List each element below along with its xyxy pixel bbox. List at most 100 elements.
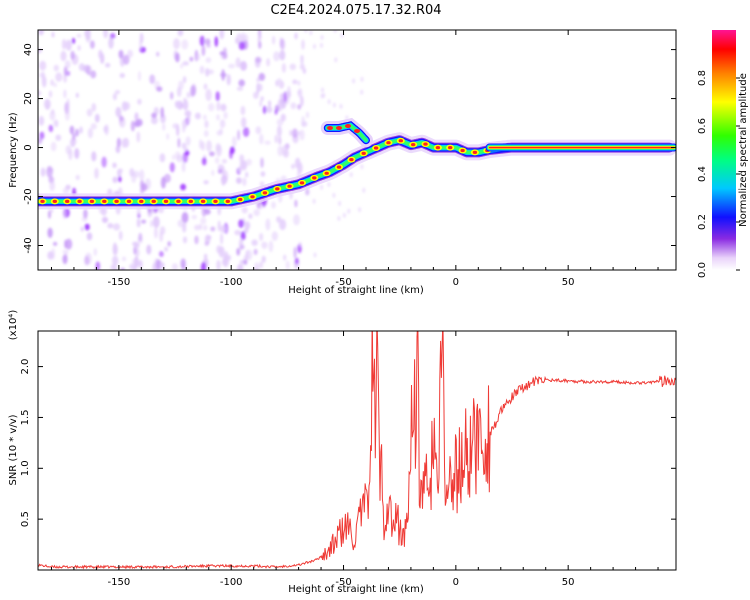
noise-speck xyxy=(72,133,76,141)
spectrogram-x-tick-label: -100 xyxy=(220,277,243,288)
noise-speck xyxy=(274,109,278,115)
noise-speck xyxy=(194,224,201,231)
noise-speck xyxy=(276,118,284,126)
noise-speck xyxy=(62,254,68,265)
branch-hotspot xyxy=(354,129,360,133)
noise-speck xyxy=(48,90,53,98)
noise-speck xyxy=(90,123,97,130)
noise-speck xyxy=(75,92,79,98)
colorbar-tick-label: 0.4 xyxy=(697,166,708,182)
noise-speck xyxy=(203,180,209,185)
noise-speck xyxy=(236,248,241,256)
noise-speck xyxy=(65,238,73,250)
trace-hotspot xyxy=(50,198,59,205)
noise-speck xyxy=(69,125,75,135)
noise-speck xyxy=(313,252,317,258)
noise-speck xyxy=(119,115,124,122)
noise-speck xyxy=(162,123,166,131)
noise-speck xyxy=(177,137,181,148)
hotspot-core xyxy=(361,151,366,155)
noise-speck xyxy=(79,126,83,134)
noise-speck xyxy=(160,106,164,118)
noise-speck xyxy=(134,112,139,122)
noise-speck xyxy=(55,72,63,82)
noise-speck xyxy=(292,79,298,85)
hotspot-core xyxy=(176,199,181,203)
noise-speck xyxy=(159,153,166,163)
noise-speck xyxy=(130,120,135,132)
noise-speck xyxy=(360,76,364,82)
noise-speck xyxy=(182,236,188,244)
noise-speck xyxy=(327,99,331,105)
hotspot-core xyxy=(213,199,218,203)
noise-speck xyxy=(199,35,205,47)
noise-speck xyxy=(178,80,184,90)
noise-speck xyxy=(40,167,46,177)
noise-speck xyxy=(209,151,215,157)
noise-speck xyxy=(260,96,264,101)
noise-speck xyxy=(51,31,55,38)
noise-speck xyxy=(80,226,85,232)
noise-speck xyxy=(181,39,189,50)
noise-speck xyxy=(203,83,208,90)
noise-speck xyxy=(258,33,262,41)
spectrogram-y-tick-label: -40 xyxy=(23,237,34,253)
noise-speck xyxy=(141,219,147,224)
noise-speck xyxy=(61,39,67,50)
noise-speck xyxy=(83,209,88,219)
branch-hotspot xyxy=(336,126,342,130)
noise-speck xyxy=(238,166,242,173)
noise-speck xyxy=(238,79,245,87)
hotspot-core xyxy=(77,199,82,203)
colorbar-tick-label: 0.6 xyxy=(697,118,708,134)
noise-speck xyxy=(139,32,144,44)
noise-speck xyxy=(136,220,141,228)
noise-speck xyxy=(259,233,264,241)
noise-speck xyxy=(38,90,42,96)
noise-speck xyxy=(149,74,156,84)
noise-speck xyxy=(242,127,250,137)
noise-speck xyxy=(181,142,187,149)
noise-speck xyxy=(210,226,216,232)
noise-speck xyxy=(205,57,212,63)
noise-speck xyxy=(86,108,93,117)
noise-speck xyxy=(273,51,280,62)
noise-speck xyxy=(337,216,341,221)
noise-speck xyxy=(182,76,187,84)
trace-hotspot xyxy=(186,198,195,205)
trace-hotspot xyxy=(458,147,467,154)
noise-speck xyxy=(309,30,313,36)
noise-speck xyxy=(292,128,298,138)
noise-speck xyxy=(175,102,181,109)
noise-speck xyxy=(221,69,225,81)
noise-speck xyxy=(255,126,262,135)
noise-speck xyxy=(46,104,50,111)
snr-y-tick-label: 0.5 xyxy=(20,511,31,527)
noise-speck xyxy=(280,38,286,50)
hotspot-core xyxy=(423,142,428,146)
noise-speck xyxy=(278,136,282,145)
spectrogram-frame xyxy=(37,29,677,271)
noise-speck xyxy=(87,65,92,73)
noise-speck xyxy=(93,248,98,256)
noise-speck xyxy=(205,89,212,101)
hotspot-core xyxy=(336,165,342,169)
noise-speck xyxy=(320,35,324,40)
noise-speck xyxy=(215,143,221,152)
noise-speck xyxy=(201,45,206,57)
noise-speck xyxy=(277,99,283,109)
noise-speck xyxy=(320,42,323,48)
noise-speck xyxy=(216,245,222,254)
noise-speck xyxy=(239,263,244,269)
noise-speck xyxy=(279,49,286,61)
noise-speck xyxy=(170,91,174,100)
noise-speck xyxy=(194,235,199,245)
noise-speck xyxy=(112,255,119,266)
noise-speck xyxy=(87,127,93,139)
noise-speck xyxy=(246,158,252,166)
noise-speck xyxy=(121,256,127,262)
noise-speck xyxy=(41,70,45,83)
noise-speck xyxy=(60,50,67,62)
noise-speck xyxy=(131,258,137,265)
noise-speck xyxy=(332,192,336,198)
